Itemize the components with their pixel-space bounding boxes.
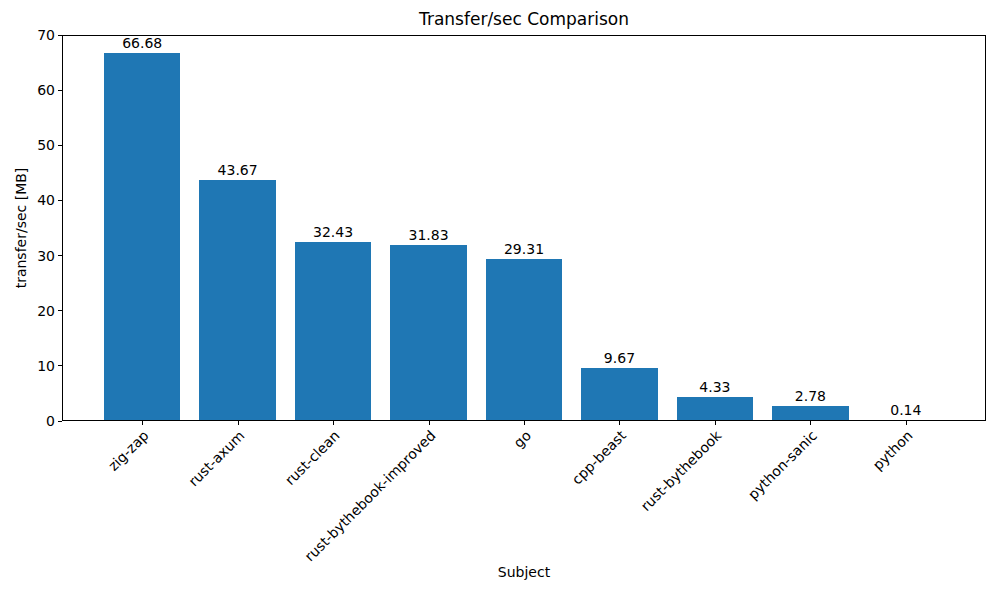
y-tick: [58, 200, 62, 201]
bar: [486, 259, 562, 421]
y-tick-label: 60: [0, 83, 55, 97]
bar-value-label: 66.68: [122, 36, 162, 50]
bar: [199, 180, 275, 421]
y-tick-label: 40: [0, 193, 55, 207]
bar-value-label: 0.14: [890, 403, 921, 417]
bar: [868, 420, 944, 421]
x-tick-label: rust-axum: [186, 428, 247, 489]
x-tick: [524, 421, 525, 425]
x-tick-label: cpp-beast: [569, 428, 629, 488]
y-tick-label: 10: [0, 359, 55, 373]
x-tick-label: go: [511, 428, 534, 451]
x-tick: [142, 421, 143, 425]
y-tick-label: 20: [0, 304, 55, 318]
x-tick: [429, 421, 430, 425]
x-tick-label: rust-clean: [282, 428, 342, 488]
y-tick-label: 50: [0, 138, 55, 152]
x-tick: [333, 421, 334, 425]
x-axis-label: Subject: [62, 564, 986, 580]
y-tick: [58, 35, 62, 36]
bar: [677, 397, 753, 421]
x-tick-label: rust-bythebook: [638, 428, 724, 514]
x-tick: [238, 421, 239, 425]
y-tick: [58, 310, 62, 311]
bar: [581, 368, 657, 421]
plot-area: 66.68 43.67 32.43 31.83 29.31 9.67 4.33 2.78 0.1…: [62, 35, 986, 421]
bar: [772, 406, 848, 421]
figure: Transfer/sec Comparison transfer/sec [MB…: [0, 0, 1000, 600]
y-tick: [58, 255, 62, 256]
chart-title: Transfer/sec Comparison: [62, 9, 986, 29]
y-tick-label: 0: [0, 414, 55, 428]
bar: [295, 242, 371, 421]
bar-value-label: 9.67: [604, 351, 635, 365]
x-tick: [715, 421, 716, 425]
bar-value-label: 2.78: [795, 389, 826, 403]
x-tick-label: python-sanic: [745, 428, 820, 503]
y-tick: [58, 145, 62, 146]
y-tick-label: 70: [0, 28, 55, 42]
bar-value-label: 32.43: [313, 225, 353, 239]
y-tick: [58, 365, 62, 366]
y-tick: [58, 90, 62, 91]
bar: [390, 245, 466, 421]
y-axis-label: transfer/sec [MB]: [13, 168, 29, 289]
y-tick: [58, 421, 62, 422]
y-tick-label: 30: [0, 249, 55, 263]
x-tick-label: python: [870, 428, 915, 473]
bar: [104, 53, 180, 421]
x-tick: [810, 421, 811, 425]
bar-value-label: 43.67: [218, 163, 258, 177]
bar-value-label: 29.31: [504, 242, 544, 256]
bar-value-label: 4.33: [699, 380, 730, 394]
x-tick-label: zig-zap: [106, 428, 152, 474]
x-tick: [619, 421, 620, 425]
x-tick: [906, 421, 907, 425]
bar-value-label: 31.83: [408, 228, 448, 242]
